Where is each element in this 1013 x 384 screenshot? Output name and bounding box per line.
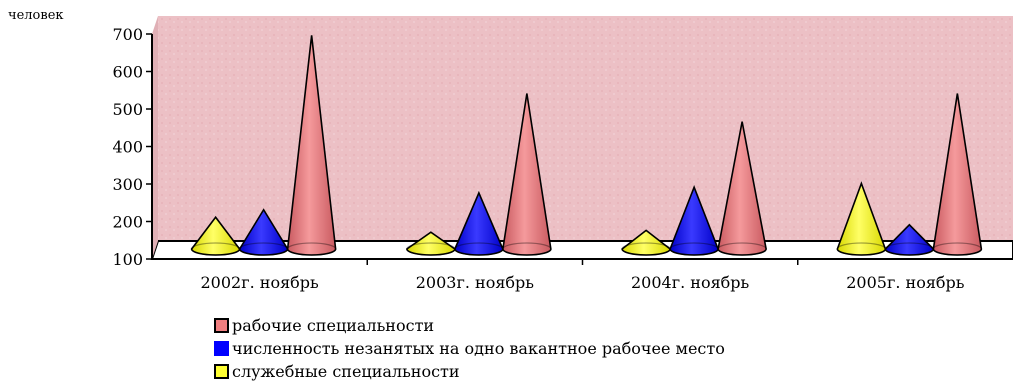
legend-label: служебные специальности — [232, 362, 460, 381]
x-ticks: 2002г. ноябрь 2003г. ноябрь 2004г. ноябрь 2… — [201, 259, 965, 292]
x-tick-label: 2004г. ноябрь — [631, 273, 750, 292]
legend-item-unemployed: численность незанятых на одно вакантное … — [214, 337, 725, 360]
y-ticks: 100 200 300 400 500 600 700 — [112, 25, 152, 269]
y-tick-label: 500 — [112, 100, 143, 119]
y-tick-label: 700 — [112, 25, 143, 44]
x-tick-label: 2005г. ноябрь — [846, 273, 965, 292]
y-tick-label: 100 — [112, 250, 143, 269]
y-axis-label: человек — [8, 8, 64, 23]
legend-item-office: служебные специальности — [214, 360, 725, 383]
legend-label: численность незанятых на одно вакантное … — [232, 339, 725, 358]
legend: рабочие специальности численность незаня… — [214, 314, 725, 383]
back-wall — [158, 16, 1013, 241]
cone-chart: человек 100 200 300 400 500 600 700 2002г. ноя… — [0, 0, 1013, 312]
x-tick-label: 2002г. ноябрь — [201, 273, 320, 292]
legend-swatch-yellow — [214, 364, 229, 379]
x-tick-label: 2003г. ноябрь — [416, 273, 535, 292]
y-tick-label: 600 — [112, 63, 143, 82]
y-tick-label: 200 — [112, 213, 143, 232]
legend-item-working: рабочие специальности — [214, 314, 725, 337]
legend-label: рабочие специальности — [232, 316, 434, 335]
y-tick-label: 300 — [112, 175, 143, 194]
y-tick-label: 400 — [112, 138, 143, 157]
legend-swatch-blue — [214, 341, 229, 356]
legend-swatch-red — [214, 318, 229, 333]
